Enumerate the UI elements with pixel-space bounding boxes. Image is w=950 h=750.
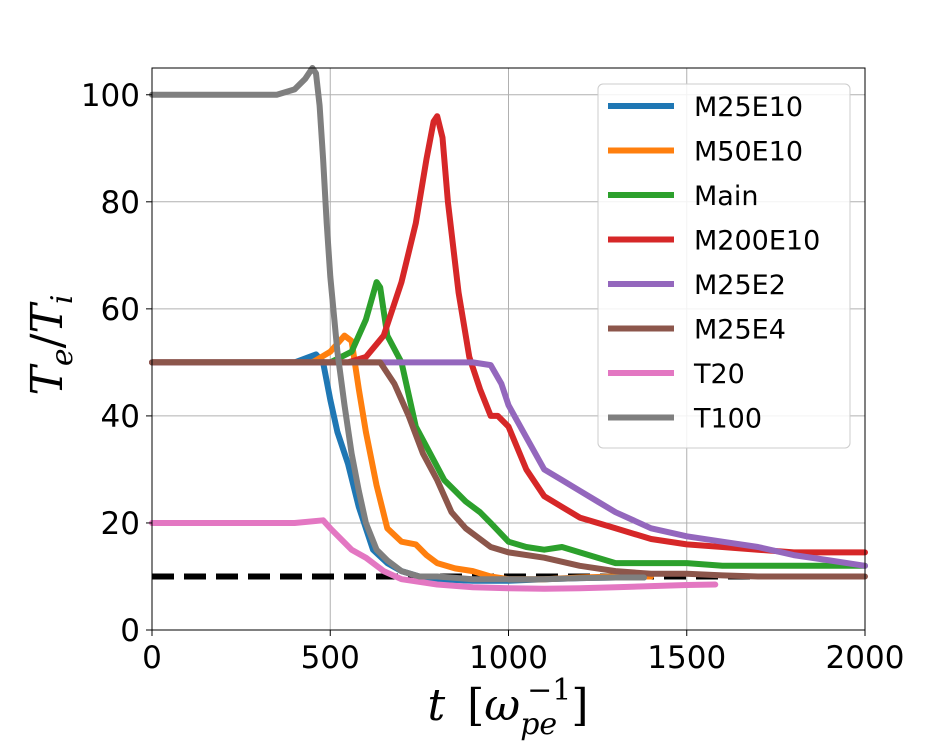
y-axis-main: T (22, 362, 73, 395)
x-axis-unit-sub: pe (520, 707, 557, 742)
series-line-main (149, 279, 868, 569)
x-axis-bracket-open: [ (467, 680, 484, 731)
legend-label: T100 (693, 404, 762, 435)
legend-label: M50E10 (694, 137, 803, 168)
x-tick-label: 1500 (647, 640, 726, 676)
series-layer (149, 65, 868, 592)
tick-layer: 0 500 1000 1500 2000 0 20 40 60 80 100 (81, 78, 905, 676)
legend-label: Main (694, 181, 758, 212)
x-tick-label: 500 (301, 640, 360, 676)
y-tick-label: 60 (101, 292, 140, 328)
series-line-m25e4 (149, 359, 868, 580)
y-axis-title: Te/Ti (22, 295, 80, 396)
legend-label: M25E2 (694, 270, 786, 301)
series-line-t20 (149, 517, 719, 592)
legend-label: M25E10 (694, 92, 803, 123)
series-line-t100 (149, 65, 647, 583)
y-axis-sub2: i (45, 295, 80, 305)
x-axis-title: t [ωpe−1] (427, 673, 588, 742)
legend-label: M200E10 (694, 226, 820, 257)
y-tick-label: 20 (101, 506, 140, 542)
series-line-m25e2 (149, 359, 868, 569)
series-line-m200e10 (149, 113, 868, 556)
legend-label: T20 (693, 359, 745, 390)
legend: M25E10 M50E10 Main M200E10 M25E2 M25E4 T20 T100 (597, 83, 851, 449)
x-axis-unit-sup: −1 (527, 673, 571, 708)
y-tick-label: 80 (101, 185, 140, 221)
x-axis-var: t (427, 680, 445, 731)
x-tick-label: 1000 (469, 640, 548, 676)
y-tick-label: 0 (120, 613, 140, 649)
y-axis-main2: T (22, 301, 73, 334)
legend-box (597, 83, 851, 449)
x-tick-label: 0 (142, 640, 162, 676)
x-axis-unit-base: ω (484, 680, 520, 731)
y-tick-label: 40 (101, 399, 140, 435)
legend-label: M25E4 (694, 315, 786, 346)
y-axis-sep: / (22, 333, 73, 348)
x-tick-label: 2000 (826, 640, 905, 676)
y-tick-label: 100 (81, 78, 140, 114)
y-axis-sub1: e (45, 348, 80, 366)
x-axis-bracket-close: ] (571, 680, 588, 731)
